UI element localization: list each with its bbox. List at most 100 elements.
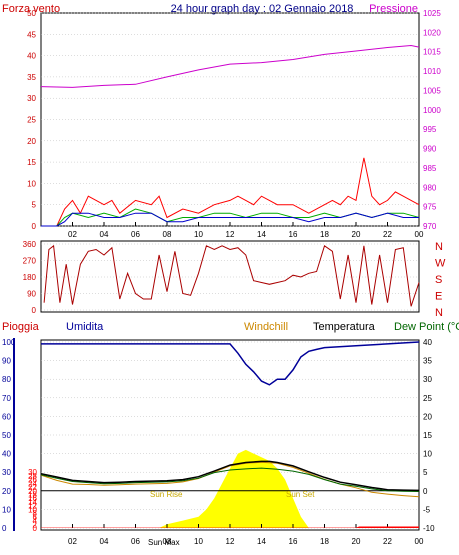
rain-tick-label: 18 [28,491,37,500]
compass-letter: E [435,291,442,303]
rain-tick-label: 14 [28,498,37,507]
wind-label: Forza vento [2,3,60,15]
humidity-label: Umidita [66,321,104,333]
direction-frame [40,240,420,313]
x-tick-label: 12 [226,230,235,239]
pressure-tick-label: 1005 [423,86,441,95]
wind-tick-label: 15 [27,158,36,167]
humidity-tick-label: 100 [2,338,16,347]
rain-tick-label: 8 [33,509,38,518]
pressure-tick-label: 985 [423,164,437,173]
rain-tick-label: 24 [28,479,37,488]
rain-area [41,526,419,528]
direction-grid [41,243,419,311]
pressure-axis-ticks: 970 975 980 985 990 995 1000 1005 1010 1015 1020 10… [423,9,441,231]
x-tick-label: 00 [415,537,424,546]
temperature-tick-label: 15 [423,431,432,440]
wind-gust-line [41,157,420,227]
temperature-tick-label: 35 [423,357,432,366]
windchill-label: Windchill [244,321,288,333]
humidity-line [41,341,420,386]
humidity-tick-label: 70 [2,394,11,403]
rain-tick-label: 16 [28,494,37,503]
x-tick-label: 18 [320,230,329,239]
x-tick-label: 14 [257,537,266,546]
x-tick-label: 02 [68,230,77,239]
x-tick-label: 20 [352,537,361,546]
temperature-line [40,460,420,492]
time-axis-ticks-top: 02 04 06 08 10 12 14 16 18 20 22 00 [68,222,424,239]
humidity-tick-label: 30 [2,468,11,477]
x-tick-label: 10 [194,230,203,239]
rain-tick-label: 20 [28,487,37,496]
humidity-tick-label: 80 [2,375,11,384]
rain-tick-label: 4 [33,517,38,526]
wind-tick-label: 0 [32,222,37,231]
x-tick-label: 06 [131,537,140,546]
x-tick-label: 16 [289,230,298,239]
wind-tick-label: 20 [27,137,36,146]
temperature-tick-label: 20 [423,412,432,421]
rain-tick-label: 12 [28,502,37,511]
wind-tick-label: 10 [27,179,36,188]
pressure-label: Pressione [369,3,418,15]
pressure-tick-label: 1010 [423,67,441,76]
sun-radiation-area [41,449,419,528]
pressure-tick-label: 1015 [423,48,441,57]
x-tick-label: 06 [131,230,140,239]
x-tick-label: 04 [100,537,109,546]
wind-tick-label: 30 [27,94,36,103]
humidity-tick-label: 0 [2,524,7,533]
wind-pressure-grid [41,12,419,227]
rain-tick-label: 28 [28,472,37,481]
x-tick-label: 08 [163,537,172,546]
direction-tick-label: 90 [27,290,36,299]
x-tick-label: 20 [352,230,361,239]
x-tick-label: 08 [163,230,172,239]
wind-direction-line [43,244,420,307]
x-tick-label: 04 [100,230,109,239]
x-tick-label: 12 [226,537,235,546]
humidity-tick-label: 10 [2,505,11,514]
humidity-tick-label: 20 [2,487,11,496]
rain-tick-label: 2 [33,520,38,529]
x-tick-label: 22 [383,230,392,239]
temperature-tick-label: -5 [423,505,431,514]
pressure-tick-label: 980 [423,183,437,192]
direction-tick-label: 180 [23,273,37,282]
temperature-tick-label: 30 [423,375,432,384]
direction-tick-label: 360 [23,240,37,249]
sun-set-label: Sun Set [286,490,315,499]
rain-label: Pioggia [2,321,40,333]
pressure-tick-label: 975 [423,203,437,212]
wind-tick-label: 25 [27,116,36,125]
chart-title: 24 hour graph day : 02 Gennaio 2018 [171,3,354,15]
wind-axis-ticks: 0 5 10 15 20 25 30 35 40 45 50 [27,9,36,231]
temperature-tick-label: 0 [423,487,428,496]
humidity-axis-ticks: 0 10 20 30 40 50 60 70 80 90 100 [2,338,16,533]
x-tick-label: 14 [257,230,266,239]
pressure-line [40,44,420,88]
direction-axis-ticks: 360 270 180 90 0 [23,240,37,315]
humidity-tick-label: 60 [2,412,11,421]
compass-letter: S [435,274,442,286]
humidity-tick-label: 40 [2,450,11,459]
wind-tick-label: 35 [27,73,36,82]
sun-rise-label: Sun Rise [150,490,183,499]
wind-tick-label: 45 [27,30,36,39]
wind-tick-label: 50 [27,9,36,18]
wind-tick-label: 5 [32,201,37,210]
x-tick-label: 18 [320,537,329,546]
compass-letter: N [435,241,443,253]
x-tick-label: 22 [383,537,392,546]
rain-tick-label: 26 [28,476,37,485]
direction-tick-label: 270 [23,257,37,266]
wind-average-line [41,212,419,227]
x-tick-label: 02 [68,537,77,546]
rain-tick-label: 6 [33,513,38,522]
dewpoint-label: Dew Point (°C [394,321,459,333]
pressure-tick-label: 1000 [423,106,441,115]
